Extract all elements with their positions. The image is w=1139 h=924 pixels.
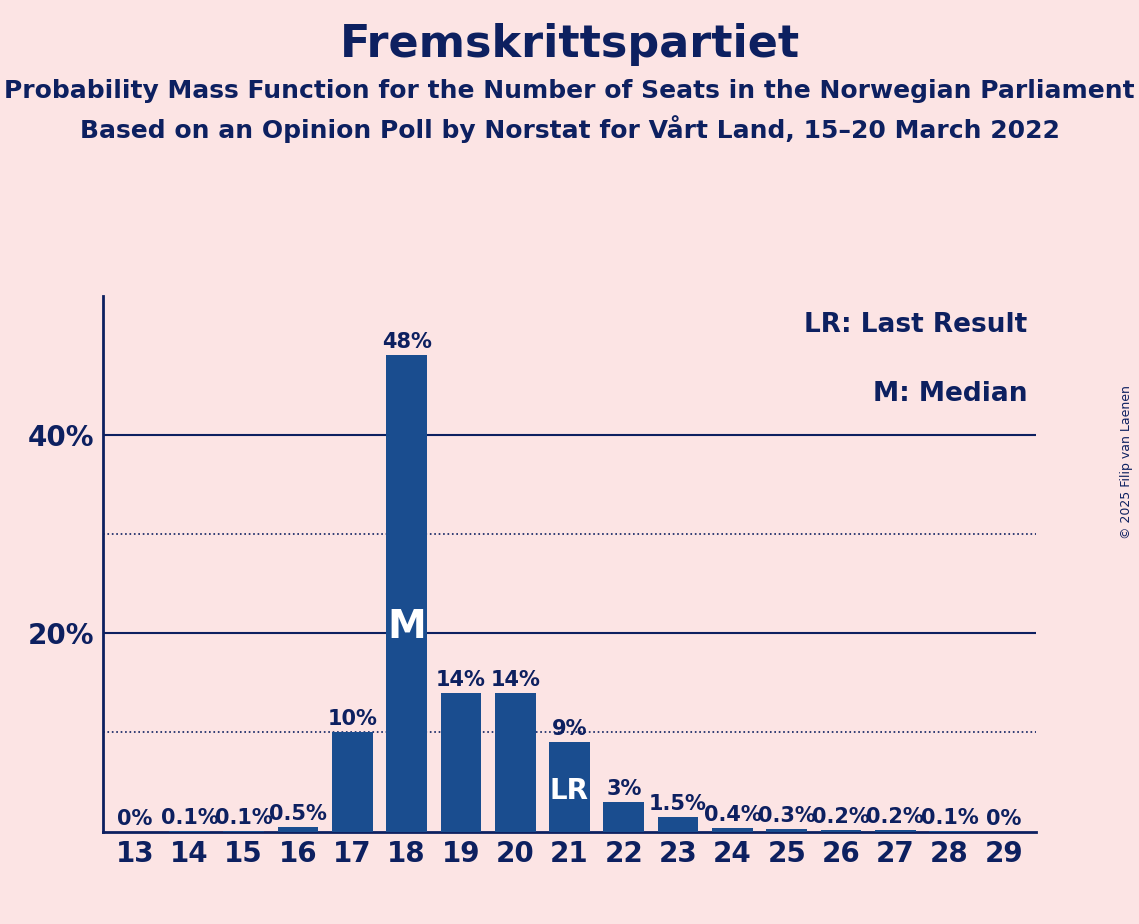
Text: 0.1%: 0.1% [161,808,219,828]
Text: 0.4%: 0.4% [704,805,761,824]
Bar [712,828,753,832]
Bar [278,827,319,832]
Text: 48%: 48% [382,333,432,352]
Text: LR: Last Result: LR: Last Result [804,311,1027,338]
Text: 14%: 14% [436,670,486,689]
Bar [223,831,264,832]
Text: Based on an Opinion Poll by Norstat for Vårt Land, 15–20 March 2022: Based on an Opinion Poll by Norstat for … [80,116,1059,143]
Text: 10%: 10% [327,710,377,729]
Bar [549,742,590,832]
Text: Fremskrittspartiet: Fremskrittspartiet [339,23,800,67]
Text: © 2025 Filip van Laenen: © 2025 Filip van Laenen [1121,385,1133,539]
Text: 0.2%: 0.2% [867,807,924,827]
Bar [657,817,698,832]
Text: 14%: 14% [490,670,540,689]
Text: LR: LR [550,777,589,806]
Bar [767,829,808,832]
Text: 0%: 0% [986,808,1022,829]
Text: M: M [387,608,426,646]
Text: Probability Mass Function for the Number of Seats in the Norwegian Parliament: Probability Mass Function for the Number… [5,79,1134,103]
Bar [494,693,535,832]
Text: 0.1%: 0.1% [215,808,272,828]
Text: 0.1%: 0.1% [920,808,978,828]
Text: 0.3%: 0.3% [757,806,816,826]
Bar [604,802,645,832]
Bar [331,733,372,832]
Bar [169,831,210,832]
Text: 1.5%: 1.5% [649,794,707,814]
Text: 0%: 0% [117,808,153,829]
Bar [929,831,970,832]
Text: 9%: 9% [551,719,588,739]
Text: 0.5%: 0.5% [269,804,327,823]
Bar [875,830,916,832]
Bar [820,830,861,832]
Bar [441,693,482,832]
Text: M: Median: M: Median [872,382,1027,407]
Text: 3%: 3% [606,779,641,799]
Text: 0.2%: 0.2% [812,807,870,827]
Bar [386,355,427,832]
